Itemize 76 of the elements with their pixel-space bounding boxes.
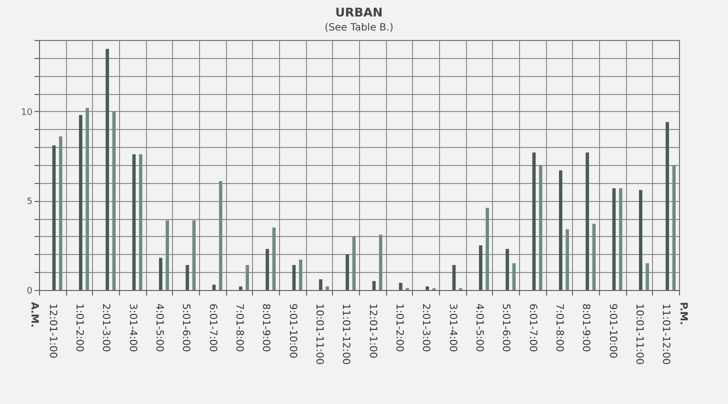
- bar: [586, 152, 589, 290]
- bar: [346, 254, 349, 290]
- x-tick-label: 5:01-6:00: [180, 304, 192, 352]
- bar: [612, 188, 616, 290]
- x-tick-label: 12:01-1:00: [366, 304, 378, 358]
- x-tick-label: 8:01-9:00: [580, 304, 592, 352]
- x-tick-label: 2:01-3:00: [100, 304, 112, 352]
- y-tick-label: 0: [26, 286, 33, 296]
- x-tick-label: 6:01-7:00: [206, 304, 218, 352]
- bar: [666, 122, 669, 290]
- bar: [159, 258, 162, 290]
- x-tick-label: 7:01-8:00: [234, 304, 244, 352]
- bar: [139, 154, 142, 290]
- x-tick-label: 3:01-4:00: [126, 304, 138, 352]
- bar: [79, 115, 82, 290]
- x-tick-label: 9:01-10:00: [606, 304, 618, 358]
- bar: [239, 286, 242, 290]
- bar: [106, 48, 109, 290]
- bar: [639, 190, 642, 290]
- bar: [379, 234, 382, 290]
- chart-subtitle: (See Table B.): [324, 22, 394, 34]
- x-tick-label: 4:01-5:00: [154, 304, 164, 352]
- text: P.M.: [678, 302, 689, 326]
- bar: [192, 220, 196, 290]
- bar: [292, 265, 296, 290]
- x-tick-label: 12:01-1:00: [46, 304, 58, 358]
- bar: [272, 228, 276, 290]
- x-tick-label: 11:01-12:00: [660, 304, 672, 365]
- x-tick-label: 4:01-5:00: [474, 304, 484, 352]
- bar: [539, 165, 542, 290]
- bar: [319, 279, 322, 290]
- bar: [506, 248, 509, 290]
- bar: [166, 220, 169, 290]
- bar: [672, 165, 676, 290]
- bar: [559, 170, 562, 290]
- bar: [619, 188, 622, 290]
- bar: [486, 208, 489, 290]
- bar: [266, 248, 269, 290]
- x-tick-label: 10:01-11:00: [314, 304, 324, 365]
- x-tick-label: 1:01-2:00: [394, 304, 404, 352]
- bar: [532, 152, 536, 290]
- bar: [479, 245, 482, 290]
- bar: [212, 284, 216, 290]
- chart-title: URBAN: [335, 6, 383, 20]
- bar: [246, 265, 249, 290]
- bar: [372, 281, 376, 290]
- bar: [186, 265, 189, 290]
- bar: [452, 265, 456, 290]
- bar: [52, 145, 56, 290]
- bar: [426, 286, 429, 290]
- x-tick-label: 6:01-7:00: [526, 304, 538, 352]
- x-tick-label: 8:01-9:00: [260, 304, 272, 352]
- x-tick-label: 5:01-6:00: [500, 304, 512, 352]
- bar: [399, 282, 402, 290]
- bar: [59, 136, 62, 290]
- x-tick-label: 2:01-3:00: [420, 304, 432, 352]
- bar: [512, 263, 516, 290]
- x-tick-label: 1:01-2:00: [74, 304, 84, 352]
- x-tick-label: 7:01-8:00: [554, 304, 564, 352]
- bar: [326, 286, 329, 290]
- bar: [592, 224, 596, 290]
- x-tick-label: 11:01-12:00: [340, 304, 352, 365]
- y-tick-label: 5: [26, 197, 32, 208]
- bar: [352, 236, 356, 290]
- bar: [646, 263, 649, 290]
- x-tick-label: 9:01-10:00: [286, 304, 298, 358]
- x-tick-label: 3:01-4:00: [446, 304, 458, 352]
- bar: [112, 111, 116, 290]
- bar: [299, 260, 302, 290]
- bar: [132, 154, 136, 290]
- bar: [86, 108, 89, 290]
- text: A.M.: [28, 302, 40, 328]
- x-tick-label: 10:01-11:00: [634, 304, 644, 365]
- bar: [219, 181, 222, 290]
- bar: [566, 229, 569, 290]
- y-tick-label: 10: [21, 108, 33, 118]
